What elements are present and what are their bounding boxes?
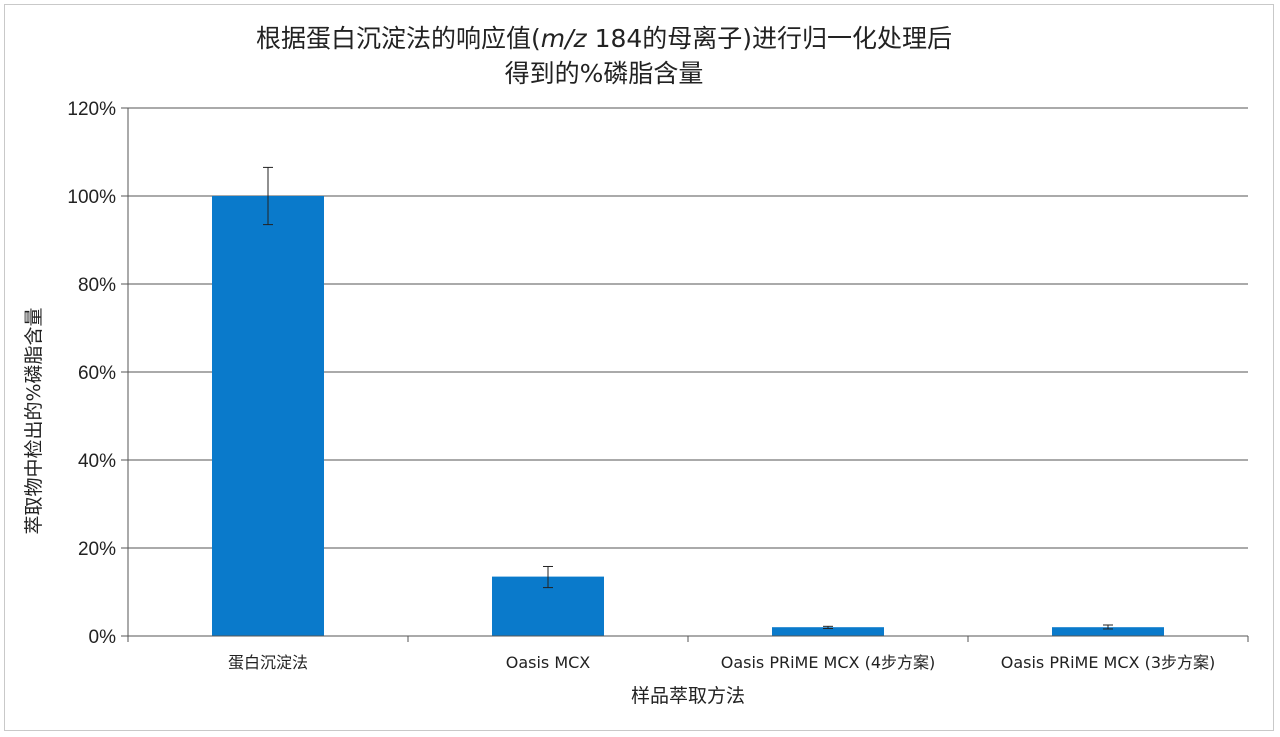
x-axis-title: 样品萃取方法	[631, 685, 745, 707]
chart-title-line-1: 根据蛋白沉淀法的响应值(m/z 184的母离子)进行归一化处理后	[256, 24, 952, 53]
y-tick-label: 120%	[67, 99, 116, 120]
x-tick-label: Oasis MCX	[506, 653, 591, 672]
x-tick-label: Oasis PRiME MCX (4步方案)	[721, 653, 936, 672]
x-tick-label: 蛋白沉淀法	[228, 653, 308, 672]
chart-frame	[4, 4, 1274, 731]
bars	[212, 166, 1164, 636]
bar	[212, 196, 324, 636]
bar	[772, 627, 884, 636]
y-tick-label: 0%	[89, 627, 117, 648]
y-tick-label: 100%	[67, 187, 116, 208]
y-tick-label: 40%	[78, 451, 116, 472]
y-axis-title: 萃取物中检出的%磷脂含量	[23, 307, 45, 534]
tick-labels: 0% 20% 40% 60% 80% 100% 120% 蛋白沉淀法 Oasis MCX Oasi…	[67, 99, 1215, 672]
chart-title-line-2: 得到的%磷脂含量	[505, 59, 704, 88]
y-tick-label: 80%	[78, 275, 116, 296]
bar	[1052, 627, 1164, 636]
x-tick-label: Oasis PRiME MCX (3步方案)	[1001, 653, 1216, 672]
y-tick-label: 60%	[78, 363, 116, 384]
y-tick-label: 20%	[78, 539, 116, 560]
axes	[121, 107, 1249, 642]
